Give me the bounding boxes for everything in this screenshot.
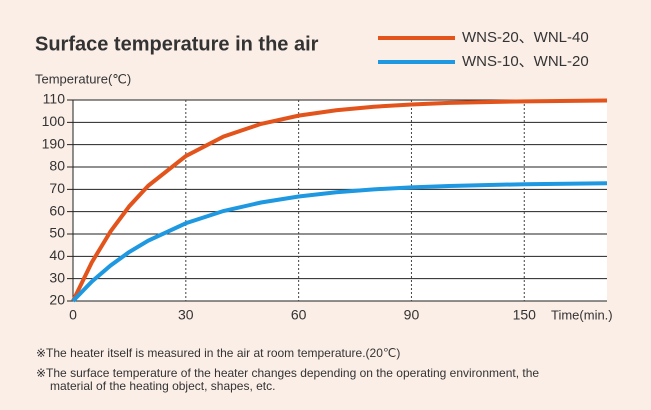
x-axis-label: Time(min.) bbox=[551, 307, 613, 322]
y-tick-label: 30 bbox=[49, 269, 65, 285]
legend-label: WNS-10、WNL-20 bbox=[462, 53, 589, 70]
y-tick-label: 70 bbox=[49, 180, 65, 196]
y-tick-label: 110 bbox=[43, 91, 66, 107]
legend-label: WNS-20、WNL-40 bbox=[462, 29, 589, 46]
note: ※The heater itself is measured in the ai… bbox=[36, 346, 401, 360]
note: ※The surface temperature of the heater c… bbox=[36, 366, 540, 393]
chart-title: Surface temperature in the air bbox=[35, 33, 319, 55]
y-axis-label: Temperature(℃) bbox=[35, 71, 131, 86]
y-tick-label: 100 bbox=[42, 113, 66, 129]
x-tick-label: 150 bbox=[513, 307, 537, 323]
y-tick-label: 40 bbox=[49, 247, 65, 263]
line bbox=[71, 98, 608, 302]
plot-area bbox=[73, 100, 607, 301]
chart: Surface temperature in the air Temperatu… bbox=[35, 29, 613, 323]
x-tick-label: 90 bbox=[404, 307, 420, 323]
y-tick-label: 80 bbox=[49, 158, 65, 174]
x-tick-label: 60 bbox=[291, 307, 307, 323]
y-tick-label: 60 bbox=[49, 202, 65, 218]
x-tick-label: 30 bbox=[178, 307, 194, 323]
y-tick-label: 20 bbox=[49, 292, 65, 308]
y-tick-label: 190 bbox=[42, 135, 66, 151]
y-tick-label: 50 bbox=[49, 225, 65, 241]
x-tick-label: 0 bbox=[69, 307, 77, 323]
line bbox=[71, 181, 608, 303]
